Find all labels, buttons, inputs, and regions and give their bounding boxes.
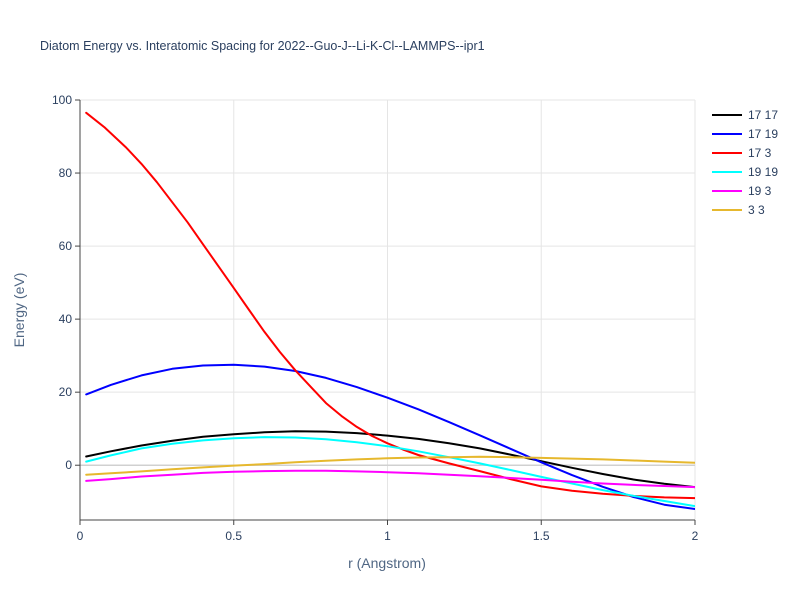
y-axis-label: Energy (eV) <box>11 273 27 348</box>
legend-label: 17 17 <box>748 108 778 122</box>
y-tick-label: 60 <box>59 239 73 253</box>
x-tick-label: 2 <box>692 529 699 543</box>
x-tick-label: 1.5 <box>533 529 550 543</box>
y-tick-label: 80 <box>59 166 73 180</box>
x-tick-label: 1 <box>384 529 391 543</box>
legend-label: 19 3 <box>748 184 772 198</box>
series-line-17-3 <box>85 111 695 500</box>
legend-label: 17 3 <box>748 146 772 160</box>
x-tick-label: 0 <box>77 529 84 543</box>
y-tick-label: 0 <box>65 458 72 472</box>
chart-title: Diatom Energy vs. Interatomic Spacing fo… <box>40 39 485 53</box>
y-tick-label: 40 <box>59 312 73 326</box>
x-axis-label: r (Angstrom) <box>348 555 426 571</box>
grid-layer <box>80 99 696 520</box>
y-tick-label: 20 <box>59 385 73 399</box>
x-tick-label: 0.5 <box>225 529 242 543</box>
series-line-3-3 <box>85 455 695 476</box>
legend-label: 17 19 <box>748 127 778 141</box>
legend: 17 17 17 19 17 3 19 19 19 3 3 3 <box>712 108 778 217</box>
series-line-17-17 <box>85 430 695 489</box>
series-layer <box>85 111 695 510</box>
legend-label: 3 3 <box>748 203 765 217</box>
series-line-19-19 <box>85 436 695 508</box>
series-line-19-3 <box>85 469 695 489</box>
y-tick-label: 100 <box>52 93 72 107</box>
legend-label: 19 19 <box>748 165 778 179</box>
